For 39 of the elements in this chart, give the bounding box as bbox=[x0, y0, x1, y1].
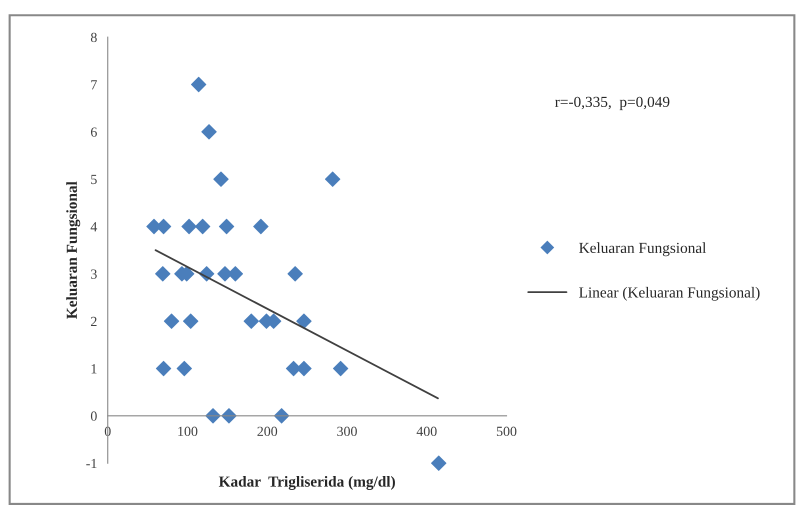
point bbox=[244, 313, 259, 329]
x-tick-label: 300 bbox=[337, 426, 357, 436]
y-tick-label: 7 bbox=[91, 80, 97, 90]
point bbox=[155, 266, 170, 282]
y-tick-label: 4 bbox=[90, 222, 98, 232]
x-tick-label: 400 bbox=[416, 426, 437, 436]
legend-label: Linear (Keluaran Fungsional) bbox=[579, 286, 760, 301]
x-tick-label: 100 bbox=[178, 426, 198, 436]
y-tick-label: 6 bbox=[90, 127, 97, 137]
x-tick-label: 200 bbox=[257, 426, 278, 436]
point bbox=[190, 76, 206, 92]
y-tick-label: 8 bbox=[90, 32, 97, 42]
point bbox=[194, 218, 210, 234]
point bbox=[287, 266, 303, 282]
point bbox=[296, 313, 312, 329]
y-tick-label: 1 bbox=[92, 364, 96, 374]
point bbox=[213, 171, 229, 187]
point bbox=[181, 218, 197, 234]
point bbox=[176, 360, 192, 376]
point bbox=[332, 360, 348, 376]
x-tick-label: 500 bbox=[496, 426, 516, 436]
legend-label: Keluaran Fungsional bbox=[579, 242, 706, 256]
y-tick-label: 0 bbox=[90, 411, 97, 421]
point bbox=[253, 218, 269, 234]
point bbox=[156, 360, 172, 376]
y-tick-label: 5 bbox=[91, 174, 97, 184]
y-axis-title: Keluaran Fungsional bbox=[66, 181, 80, 319]
point bbox=[205, 408, 221, 424]
y-tick-label: -1 bbox=[86, 458, 96, 468]
point bbox=[218, 218, 234, 234]
text: r=-0,335, p=0,049 bbox=[555, 96, 670, 110]
point bbox=[182, 313, 198, 329]
point bbox=[201, 124, 217, 140]
point bbox=[324, 171, 340, 187]
y-tick-label: 2 bbox=[90, 316, 97, 326]
y-tick-label: 3 bbox=[91, 269, 97, 279]
x-axis-title: Kadar Trigliserida (mg/dl) bbox=[218, 476, 395, 490]
point bbox=[431, 455, 446, 471]
point bbox=[164, 313, 180, 329]
